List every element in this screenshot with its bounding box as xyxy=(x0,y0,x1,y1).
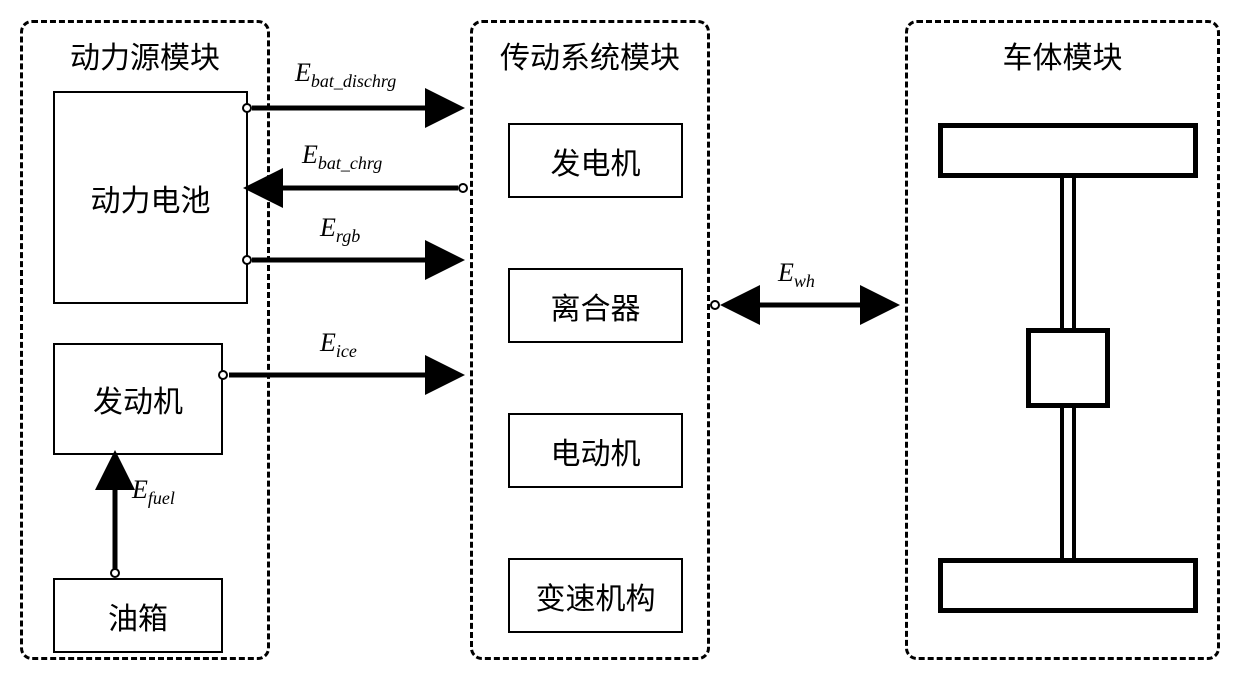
label-sub: ice xyxy=(336,341,357,361)
label-prefix: E xyxy=(320,328,336,357)
box-fuel-tank: 油箱 xyxy=(53,578,223,653)
box-generator: 发电机 xyxy=(508,123,683,198)
label-fuel: Efuel xyxy=(132,475,175,509)
box-gearbox: 变速机构 xyxy=(508,558,683,633)
label-sub: bat_dischrg xyxy=(311,71,396,91)
module-title-power: 动力源模块 xyxy=(70,33,220,77)
label-ice: Eice xyxy=(320,328,357,362)
chassis-axle-top xyxy=(1060,178,1076,328)
port-wh xyxy=(710,300,720,310)
box-battery: 动力电池 xyxy=(53,91,248,304)
module-title-drivetrain: 传动系统模块 xyxy=(500,33,680,77)
chassis-bottom-wheel xyxy=(938,558,1198,613)
label-sub: bat_chrg xyxy=(318,153,382,173)
label-bat-chrg: Ebat_chrg xyxy=(302,140,382,174)
module-power-source: 动力源模块 动力电池 发动机 油箱 xyxy=(20,20,270,660)
label-prefix: E xyxy=(778,258,794,287)
label-bat-dischrg: Ebat_dischrg xyxy=(295,58,396,92)
port-fuel xyxy=(110,568,120,578)
label-prefix: E xyxy=(132,475,148,504)
port-ice xyxy=(218,370,228,380)
chassis-top-wheel xyxy=(938,123,1198,178)
port-bat-chrg xyxy=(458,183,468,193)
box-clutch: 离合器 xyxy=(508,268,683,343)
label-sub: rgb xyxy=(336,226,360,246)
label-prefix: E xyxy=(320,213,336,242)
port-rgb xyxy=(242,255,252,265)
chassis-axle-bottom xyxy=(1060,408,1076,558)
label-sub: fuel xyxy=(148,488,175,508)
box-motor: 电动机 xyxy=(508,413,683,488)
module-title-vehicle: 车体模块 xyxy=(1003,33,1123,77)
chassis-center-box xyxy=(1026,328,1110,408)
module-drivetrain: 传动系统模块 发电机 离合器 电动机 变速机构 xyxy=(470,20,710,660)
port-bat-dischrg xyxy=(242,103,252,113)
label-sub: wh xyxy=(794,271,815,291)
label-rgb: Ergb xyxy=(320,213,360,247)
label-wh: Ewh xyxy=(778,258,815,292)
label-prefix: E xyxy=(302,140,318,169)
label-prefix: E xyxy=(295,58,311,87)
box-engine: 发动机 xyxy=(53,343,223,455)
module-vehicle-body: 车体模块 xyxy=(905,20,1220,660)
